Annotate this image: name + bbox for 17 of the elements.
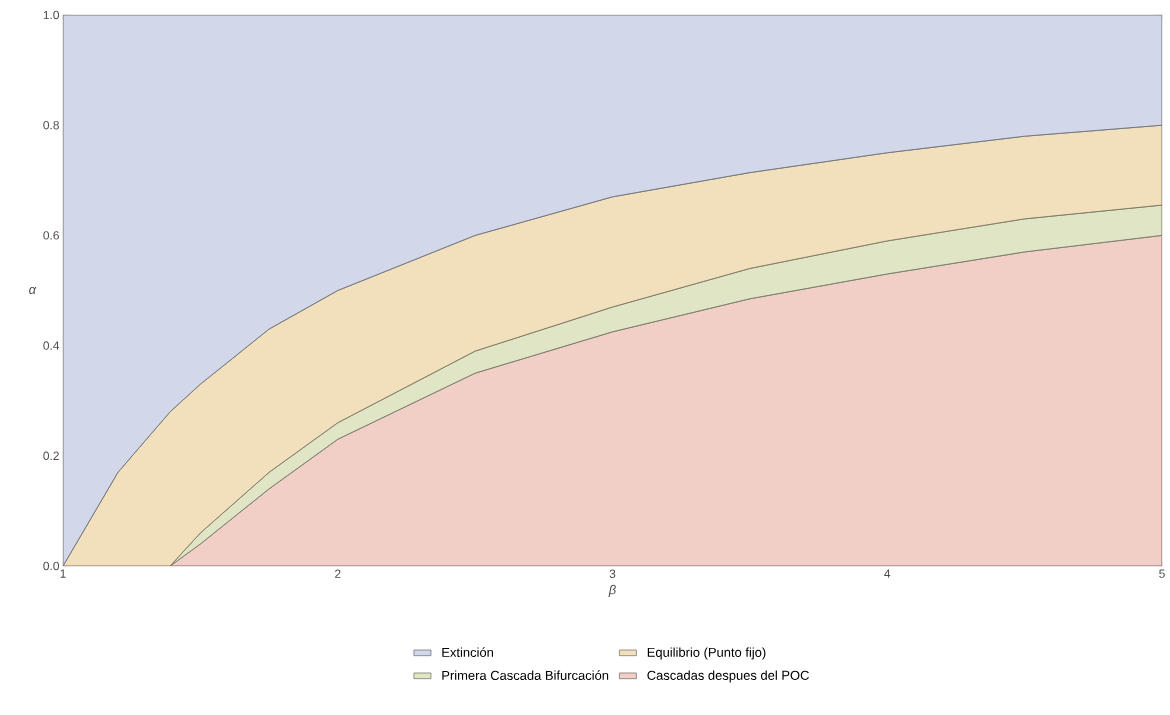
legend-label: Equilibrio (Punto fijo)	[647, 647, 766, 660]
y-axis-title: α	[29, 286, 37, 295]
legend-label: Cascadas despues del POC	[647, 670, 809, 683]
y-tick-label: 0.2	[43, 451, 59, 461]
y-tick-label: 0.8	[43, 120, 59, 130]
legend-label: Primera Cascada Bifurcación	[442, 670, 609, 680]
x-axis-title: β	[608, 584, 616, 597]
y-tick-label: 1.0	[43, 10, 60, 20]
x-tick-label: 2	[335, 569, 341, 578]
x-tick-label: 1	[60, 569, 66, 578]
x-tick-label: 5	[1159, 569, 1165, 578]
legend-label: Extinción	[442, 647, 493, 657]
y-tick-label: 0.0	[43, 561, 60, 571]
y-tick-label: 0.4	[43, 341, 60, 350]
x-tick-label: 3	[609, 569, 616, 578]
x-tick-label: 4	[884, 569, 891, 578]
y-tick-label: 0.6	[43, 231, 59, 240]
